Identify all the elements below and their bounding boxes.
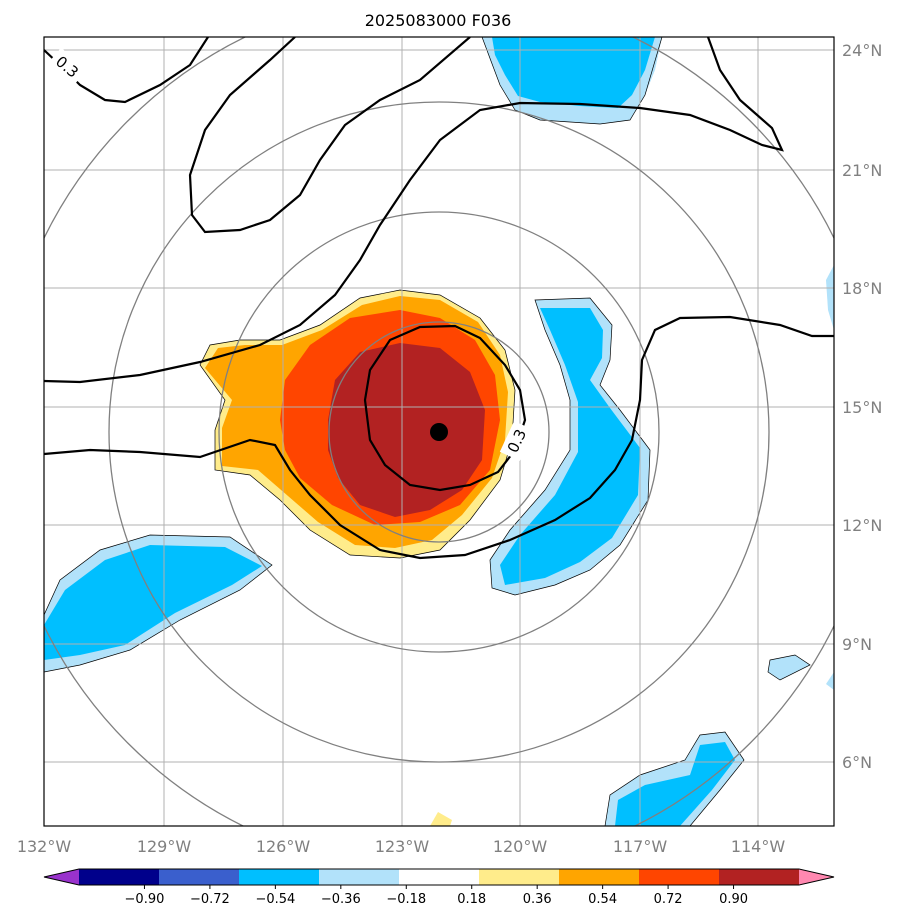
lon-label: 117°W — [613, 837, 668, 856]
lat-label: 24°N — [842, 41, 882, 60]
contour-north-loop — [188, 37, 471, 234]
map-layers: 0.3 0.3 — [44, 37, 834, 826]
neg-region-edge-low — [826, 672, 834, 690]
colorbar-segment — [559, 869, 640, 885]
range-ring-2 — [218, 211, 660, 653]
colorbar-segment — [79, 869, 160, 885]
colorbar: −0.90 −0.72 −0.54 −0.36 −0.18 0.18 0.36 0.54 0.7… — [43, 868, 835, 907]
lon-label: 123°W — [375, 837, 430, 856]
gridlines — [44, 37, 834, 826]
neg-region-edge-east — [826, 265, 834, 330]
colorbar-segment — [159, 869, 240, 885]
contour-inner-loop — [363, 324, 527, 492]
colorbar-segment — [639, 869, 720, 885]
colorbar-tick-label: 0.90 — [719, 892, 748, 907]
colorbar-segment — [239, 869, 320, 885]
colorbar-tick-label: −0.36 — [321, 892, 361, 907]
chart-title: 2025083000 F036 — [365, 11, 512, 30]
colorbar-tick-label: 0.18 — [457, 892, 486, 907]
colorbar-tick-label: −0.18 — [386, 892, 426, 907]
colorbar-segment — [479, 869, 560, 885]
colorbar-tick-label: 0.54 — [588, 892, 617, 907]
colorbar-segment — [319, 869, 400, 885]
lon-label: 126°W — [256, 837, 311, 856]
colorbar-segment — [719, 869, 800, 885]
lon-label: 129°W — [137, 837, 192, 856]
neg-region-west-core — [44, 545, 262, 660]
lat-label: 18°N — [842, 279, 882, 298]
lon-label: 120°W — [493, 837, 548, 856]
colorbar-tick-label: −0.54 — [255, 892, 295, 907]
neg-region-east-core — [500, 308, 640, 585]
map-frame — [43, 36, 835, 827]
range-ring-1 — [328, 321, 550, 543]
colorbar-extend-low — [44, 869, 79, 885]
lon-label: 132°W — [17, 837, 72, 856]
pos-region-tiny — [430, 812, 452, 826]
lat-label: 21°N — [842, 161, 882, 180]
neg-region-small — [768, 655, 810, 680]
colorbar-tick-label: −0.72 — [190, 892, 230, 907]
positive-shading — [200, 290, 515, 826]
lat-label: 12°N — [842, 516, 882, 535]
colorbar-extend-high — [799, 869, 834, 885]
lon-label: 114°W — [731, 837, 786, 856]
colorbar-segment — [399, 869, 480, 885]
contour-long-a — [44, 37, 784, 384]
longitude-labels: 132°W 129°W 126°W 123°W 120°W 117°W 114°… — [17, 837, 786, 856]
lat-label: 9°N — [842, 635, 872, 654]
neg-region-north-core — [492, 37, 655, 108]
latitude-labels: 24°N 21°N 18°N 15°N 12°N 9°N 6°N — [842, 41, 882, 772]
lat-label: 15°N — [842, 398, 882, 417]
range-ring-3 — [108, 101, 770, 763]
storm-center-marker — [430, 423, 448, 441]
lat-label: 6°N — [842, 753, 872, 772]
contour-long-b — [44, 315, 834, 560]
colorbar-outline — [43, 868, 835, 886]
colorbar-tick-label: 0.72 — [654, 892, 683, 907]
range-rings — [44, 37, 834, 826]
colorbar-tick-label: −0.90 — [125, 892, 165, 907]
neg-region-southeast-core — [615, 742, 735, 826]
colorbar-tick-label: 0.36 — [523, 892, 552, 907]
